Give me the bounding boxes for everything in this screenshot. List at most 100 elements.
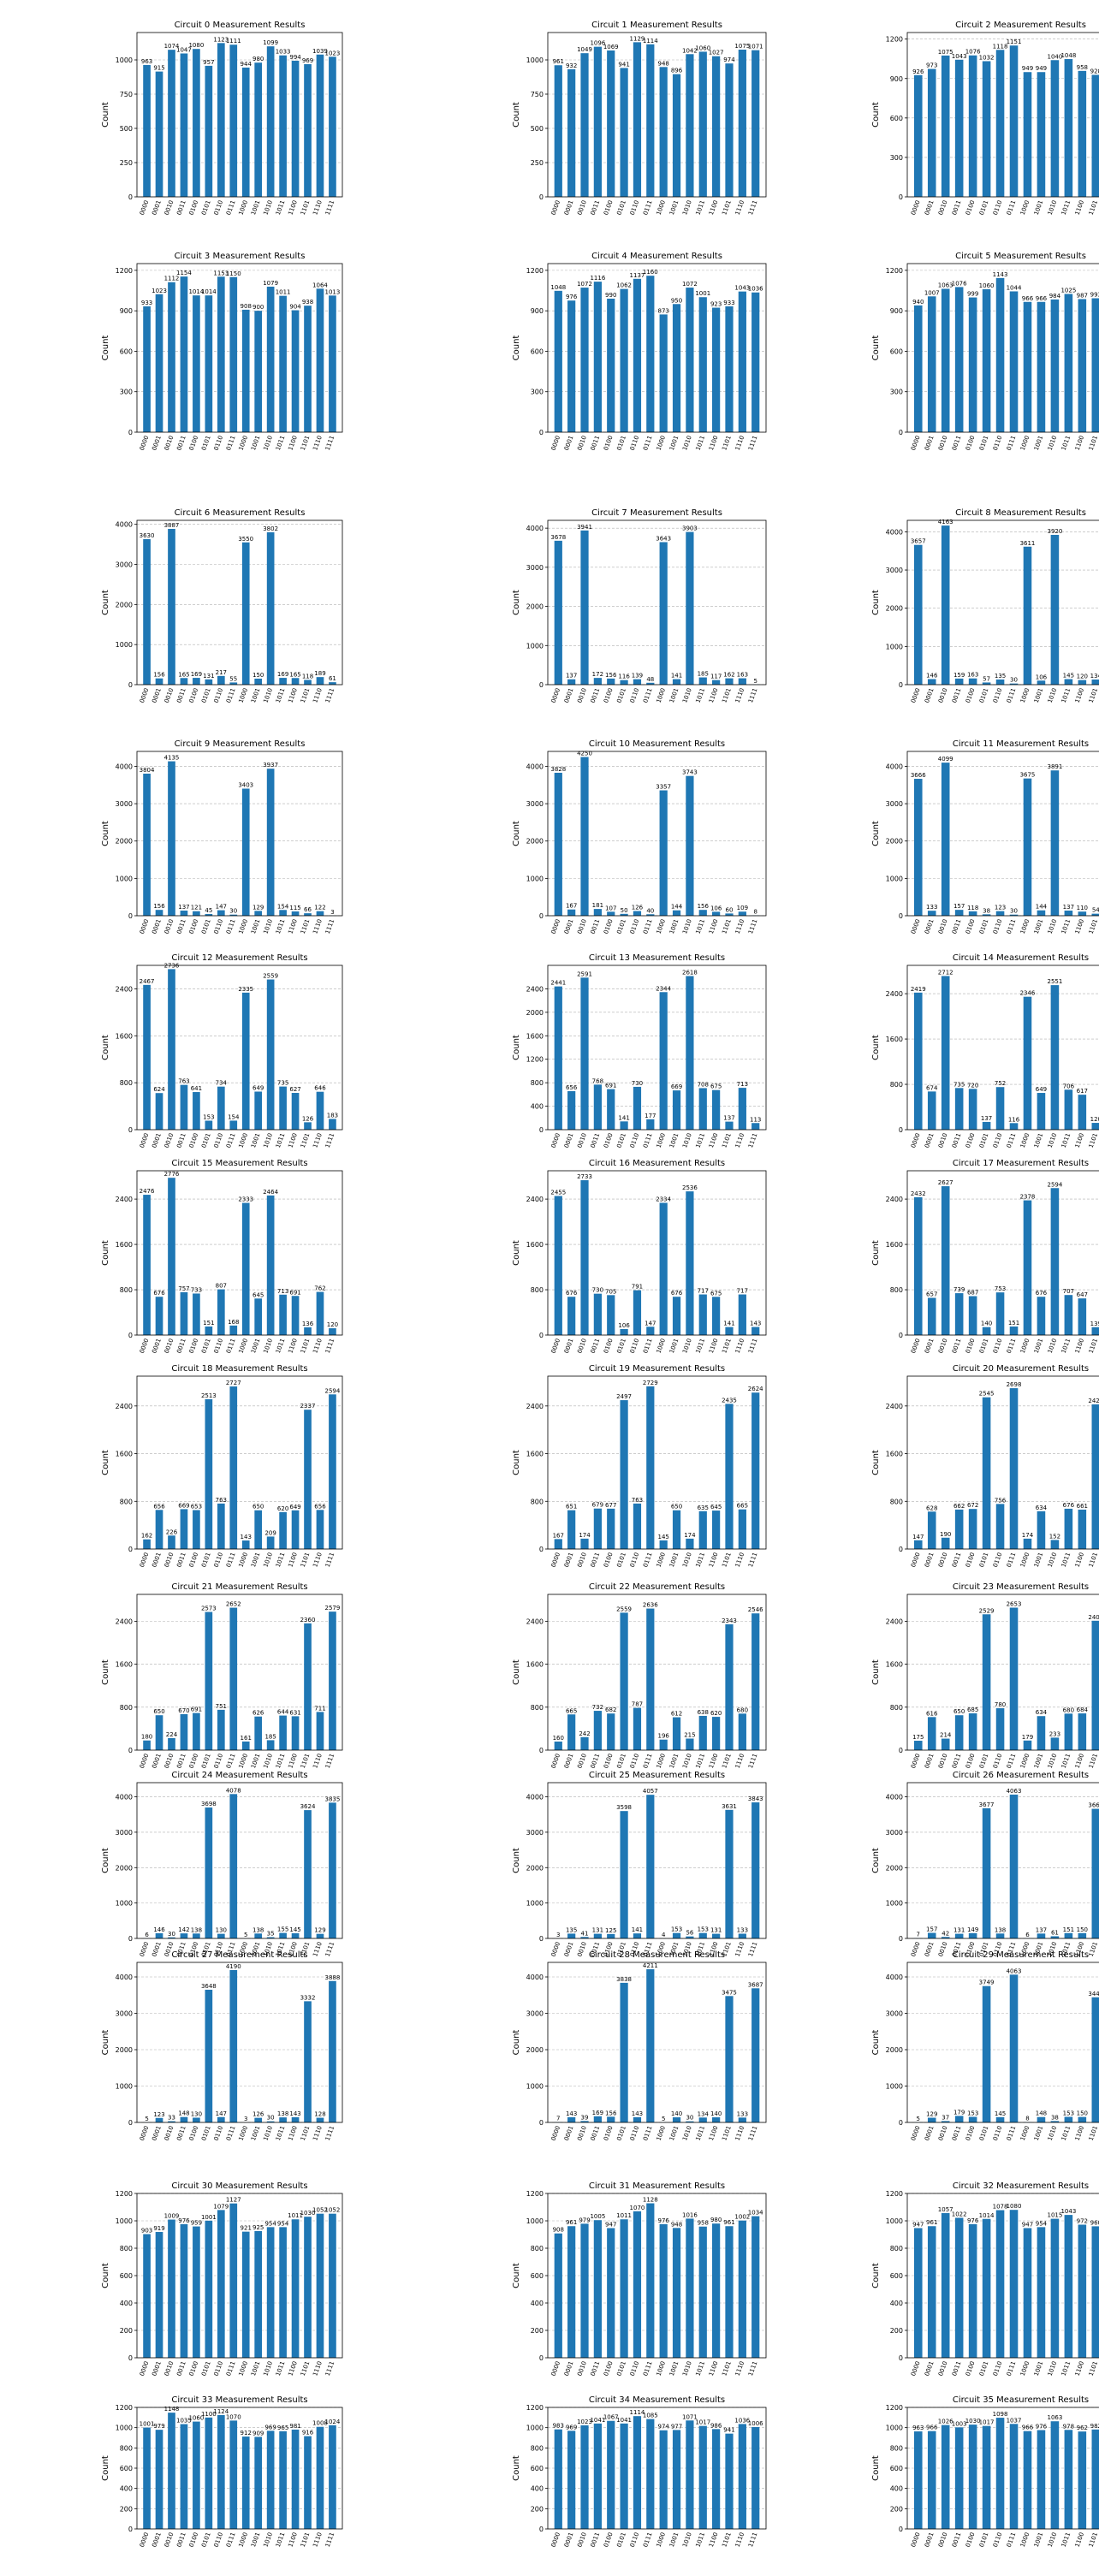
bar-value-label: 169 (592, 2110, 603, 2116)
bar-value-label: 3804 (140, 767, 155, 774)
bar (660, 1540, 668, 1549)
bar-value-label: 896 (671, 68, 683, 74)
bar-chart: Circuit 30 Measurement Results0200400600… (98, 2178, 355, 2401)
bar-value-label: 2344 (656, 985, 671, 992)
bar (942, 1186, 950, 1335)
bar-chart: Circuit 35 Measurement Results0200400600… (869, 2392, 1099, 2572)
bar (193, 49, 200, 197)
x-tick-label: 0110 (629, 1552, 641, 1568)
x-tick-label: 1100 (708, 2531, 720, 2548)
bar (254, 2118, 262, 2122)
y-tick-label: 1000 (116, 1900, 133, 1908)
bar-value-label: 974 (657, 2424, 669, 2431)
y-axis-label: Count (512, 1035, 521, 1060)
plot-frame (907, 520, 1099, 685)
bar (942, 288, 950, 432)
bar-value-label: 115 (289, 905, 300, 911)
bar (686, 54, 693, 197)
x-tick-label: 1100 (708, 2360, 720, 2377)
bar-value-label: 2545 (979, 1391, 995, 1398)
bar-value-label: 2618 (682, 969, 698, 976)
bar (181, 276, 188, 432)
bar (914, 993, 923, 1130)
bar-value-label: 1001 (140, 2421, 155, 2428)
y-tick-label: 1000 (886, 875, 903, 882)
bar (699, 1088, 707, 1130)
x-tick-label: 1000 (237, 435, 249, 451)
bar (156, 2118, 163, 2122)
bar (1092, 1327, 1099, 1335)
bar (267, 1740, 275, 1750)
y-tick-label: 0 (128, 2119, 133, 2127)
bar (193, 1511, 200, 1549)
bar (143, 1195, 151, 1335)
bar-value-label: 954 (277, 2220, 289, 2227)
bar (304, 2001, 312, 2122)
bar (594, 1711, 602, 1750)
x-tick-label: 1111 (324, 918, 336, 935)
bar-value-label: 2346 (1020, 990, 1036, 997)
x-tick-label: 0110 (629, 199, 641, 216)
x-tick-label: 0110 (213, 1132, 225, 1149)
bar-value-label: 131 (592, 1927, 603, 1934)
bar (205, 66, 213, 197)
bar (712, 2429, 720, 2529)
x-tick-label: 0011 (951, 199, 963, 216)
x-tick-label: 0010 (576, 1552, 588, 1568)
bar-value-label: 163 (967, 672, 978, 679)
x-tick-label: 0001 (924, 2531, 936, 2548)
x-tick-label: 0001 (151, 918, 163, 935)
chart-title: Circuit 16 Measurement Results (589, 1159, 725, 1168)
bar (156, 72, 163, 197)
y-tick-label: 0 (899, 912, 903, 920)
bar (279, 1295, 287, 1335)
bar (660, 992, 668, 1130)
bar (205, 1399, 213, 1549)
bar (739, 2117, 746, 2122)
x-tick-label: 0100 (965, 2531, 977, 2548)
x-tick-label: 0110 (629, 435, 641, 451)
x-tick-label: 0001 (151, 1552, 163, 1568)
x-tick-label: 0001 (151, 2125, 163, 2141)
bar-value-label: 2652 (226, 1601, 241, 1608)
bar-value-label: 5 (244, 1932, 247, 1938)
y-tick-label: 4000 (886, 1794, 903, 1801)
bar (1065, 2116, 1073, 2122)
bar-value-label: 38 (983, 907, 990, 914)
plot-frame (137, 520, 342, 685)
y-tick-label: 2400 (886, 1617, 903, 1625)
bar-value-label: 1024 (325, 2419, 341, 2425)
x-tick-label: 1001 (668, 918, 680, 935)
x-tick-label: 0000 (139, 2125, 151, 2141)
bar (928, 1717, 936, 1750)
x-tick-label: 0001 (151, 435, 163, 451)
bar (217, 276, 225, 432)
bar (620, 1121, 627, 1130)
bar (996, 2418, 1005, 2529)
y-tick-label: 0 (539, 2354, 544, 2362)
x-tick-label: 0101 (200, 1552, 212, 1568)
bar-value-label: 990 (605, 292, 616, 299)
x-tick-label: 0000 (550, 1552, 562, 1568)
bar (304, 1810, 312, 1938)
bar-value-label: 980 (710, 2217, 722, 2223)
bar-value-label: 2594 (1047, 1181, 1062, 1188)
x-tick-label: 0010 (576, 2360, 588, 2377)
x-tick-label: 0000 (139, 435, 151, 451)
x-tick-label: 0010 (937, 435, 949, 451)
bar-value-label: 143 (289, 2110, 300, 2117)
x-tick-label: 0100 (188, 918, 200, 935)
y-axis-label: Count (101, 1848, 110, 1873)
bar-value-label: 3941 (577, 524, 592, 531)
x-tick-label: 1100 (1074, 1338, 1086, 1354)
bar-value-label: 160 (553, 1735, 564, 1742)
y-tick-label: 0 (539, 429, 544, 436)
x-tick-label: 0101 (978, 918, 990, 935)
x-tick-label: 0001 (151, 1338, 163, 1354)
bar-value-label: 129 (252, 904, 264, 911)
x-tick-label: 1001 (250, 1338, 262, 1354)
bar (329, 56, 336, 197)
bar-value-label: 133 (737, 1926, 748, 1933)
x-tick-label: 1000 (1019, 687, 1031, 703)
bar-value-label: 156 (153, 672, 165, 679)
